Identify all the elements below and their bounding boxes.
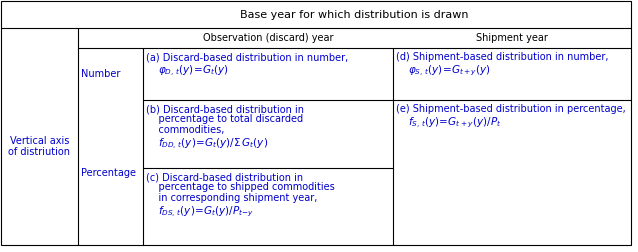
Text: percentage to shipped commodities: percentage to shipped commodities <box>146 182 335 193</box>
Text: in corresponding shipment year,: in corresponding shipment year, <box>146 193 317 203</box>
Text: Base year for which distribution is drawn: Base year for which distribution is draw… <box>241 10 469 19</box>
Text: (a) Discard-based distribution in number,: (a) Discard-based distribution in number… <box>146 52 348 62</box>
Text: $\varphi_{D,\,t}(y)\!=\!G_t(y)$: $\varphi_{D,\,t}(y)\!=\!G_t(y)$ <box>158 64 228 79</box>
Text: (c) Discard-based distribution in: (c) Discard-based distribution in <box>146 172 303 182</box>
Text: Percentage: Percentage <box>81 168 136 177</box>
Text: Number: Number <box>81 69 121 79</box>
Text: (b) Discard-based distribution in: (b) Discard-based distribution in <box>146 104 304 114</box>
Text: commodities,: commodities, <box>146 125 225 135</box>
Text: $f_{S,\,t}(y)\!=\!G_{t+y}(y)/P_t$: $f_{S,\,t}(y)\!=\!G_{t+y}(y)/P_t$ <box>408 115 501 130</box>
Text: percentage to total discarded: percentage to total discarded <box>146 114 303 124</box>
Text: Observation (discard) year: Observation (discard) year <box>203 33 333 43</box>
Text: Shipment year: Shipment year <box>476 33 548 43</box>
Text: (e) Shipment-based distribution in percentage,: (e) Shipment-based distribution in perce… <box>396 104 626 114</box>
Text: Vertical axis
of distriution: Vertical axis of distriution <box>8 136 71 157</box>
Text: $f_{DD,\,t}(y)\!=\!G_t(y)/\Sigma\, G_t(y)$: $f_{DD,\,t}(y)\!=\!G_t(y)/\Sigma\, G_t(y… <box>158 137 268 152</box>
Text: $\varphi_{S,\,t}(y)\!=\!G_{t+y}(y)$: $\varphi_{S,\,t}(y)\!=\!G_{t+y}(y)$ <box>408 64 491 78</box>
Text: (d) Shipment-based distribution in number,: (d) Shipment-based distribution in numbe… <box>396 52 609 62</box>
Text: $f_{DS,\,t}(y)\!=\!G_t(y)/P_{t\mathsf{-}y}$: $f_{DS,\,t}(y)\!=\!G_t(y)/P_{t\mathsf{-}… <box>158 205 254 219</box>
